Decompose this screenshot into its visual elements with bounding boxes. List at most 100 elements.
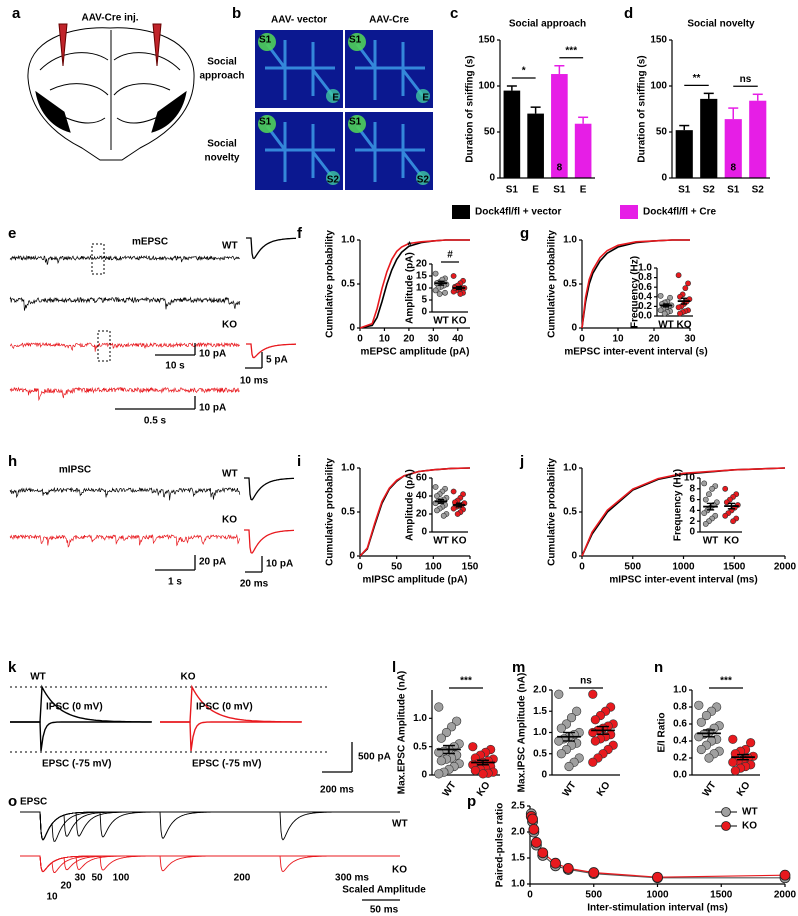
heatmap-tag: S2 bbox=[417, 175, 430, 186]
x-tick-label: 2000 bbox=[774, 890, 797, 901]
y-axis-label: Amplitude (pA) bbox=[405, 252, 416, 324]
brain-detail bbox=[59, 30, 163, 150]
data-point bbox=[436, 733, 446, 743]
y-tick-label: 0.4 bbox=[638, 291, 652, 302]
data-point bbox=[590, 736, 600, 746]
x-tick-label: 1000 bbox=[672, 562, 695, 573]
bar bbox=[724, 119, 742, 178]
x-tick-label: KO bbox=[735, 780, 753, 799]
x-tick-label: KO bbox=[452, 316, 467, 327]
average-trace bbox=[244, 529, 294, 554]
bar bbox=[700, 98, 718, 178]
data-point bbox=[728, 734, 738, 744]
data-point bbox=[709, 485, 715, 492]
panel-label: i bbox=[297, 453, 301, 470]
scale-label: 20 pA bbox=[199, 557, 226, 568]
heatmap-track bbox=[265, 40, 335, 100]
scale-label: 10 ms bbox=[240, 376, 269, 387]
x-tick-label: 150 bbox=[462, 562, 479, 573]
x-tick-label: 500 bbox=[624, 562, 641, 573]
scale-label: 1 s bbox=[168, 577, 182, 588]
y-tick-label: 0.5 bbox=[563, 279, 577, 290]
data-point bbox=[657, 307, 664, 314]
legend-swatch bbox=[620, 205, 638, 219]
x-tick-label: WT bbox=[561, 780, 579, 799]
x-tick-label: 10 bbox=[379, 334, 391, 345]
x-axis-label: mEPSC inter-event interval (s) bbox=[564, 347, 707, 358]
y-axis-label: Amplitude (pA) bbox=[405, 469, 416, 541]
n-label: 11 bbox=[679, 163, 690, 174]
x-axis-label: mIPSC amplitude (pA) bbox=[362, 575, 467, 586]
x-tick-label: 500 bbox=[585, 890, 602, 901]
data-point bbox=[572, 706, 582, 716]
data-point bbox=[675, 304, 682, 311]
bar bbox=[749, 100, 767, 178]
significance-label: # bbox=[447, 250, 453, 261]
y-tick-label: 0.5 bbox=[563, 507, 577, 518]
x-tick-label: KO bbox=[724, 536, 739, 547]
data-point bbox=[436, 291, 443, 297]
y-axis-label: Cumulative probability bbox=[325, 458, 336, 566]
y-axis-label: Cumulative probability bbox=[547, 458, 558, 566]
trace bbox=[9, 486, 241, 501]
x-tick-label: KO bbox=[452, 536, 467, 547]
heatmap-hotspot bbox=[258, 33, 276, 51]
y-tick-label: 20 bbox=[416, 259, 428, 270]
x-tick-label: KO bbox=[475, 780, 493, 799]
panel-label: f bbox=[297, 225, 303, 242]
x-tick-label: 10 bbox=[612, 334, 624, 345]
data-point bbox=[701, 510, 708, 516]
x-tick-label: 40 bbox=[452, 334, 464, 345]
data-point bbox=[434, 493, 440, 499]
scale-label: 50 ms bbox=[370, 905, 399, 916]
significance-label: *** bbox=[720, 676, 732, 687]
data-point bbox=[442, 289, 448, 296]
chart-title: Social approach bbox=[509, 19, 586, 30]
x-tick-label: KO bbox=[595, 780, 613, 799]
brain-schematic bbox=[27, 23, 195, 161]
data-point bbox=[723, 499, 730, 506]
panel-label: j bbox=[519, 453, 524, 470]
x-tick-label: WT bbox=[658, 320, 674, 331]
y-tick-label: 150 bbox=[478, 35, 495, 46]
y-tick-label: 20 bbox=[416, 509, 428, 520]
heatmap-tag: E bbox=[332, 93, 339, 104]
data-point bbox=[746, 738, 756, 748]
panel-label: g bbox=[520, 225, 529, 242]
y-tick-label: 0.2 bbox=[673, 753, 687, 764]
x-tick-label: 0 bbox=[357, 562, 363, 573]
heatmap-hotspot bbox=[326, 171, 340, 185]
significance-label: *** bbox=[460, 676, 472, 687]
y-tick-label: 150 bbox=[650, 35, 667, 46]
data-point bbox=[667, 294, 673, 301]
ppr-trace bbox=[20, 811, 400, 841]
data-point bbox=[450, 488, 457, 495]
y-axis-label: Paired-pulse ratio bbox=[495, 803, 506, 887]
x-tick-label: S1 bbox=[506, 185, 519, 196]
y-tick-label: 0 bbox=[489, 173, 495, 184]
n-label: 8 bbox=[730, 163, 736, 174]
heatmap-track bbox=[355, 122, 425, 182]
y-tick-label: 0.0 bbox=[673, 770, 687, 781]
trace bbox=[9, 386, 240, 402]
x-tick-label: E bbox=[532, 185, 539, 196]
legend-label: KO bbox=[742, 821, 757, 832]
data-point bbox=[432, 270, 439, 277]
trace-label: EPSC (-75 mV) bbox=[42, 759, 111, 770]
x-tick-label: S2 bbox=[752, 185, 765, 196]
data-point bbox=[562, 863, 574, 874]
y-tick-label: 0 bbox=[421, 770, 427, 781]
interval-label: 20 bbox=[60, 881, 72, 892]
data-point bbox=[701, 480, 708, 487]
data-point bbox=[682, 285, 689, 292]
x-tick-label: S1 bbox=[678, 185, 691, 196]
heatmap-hotspot bbox=[416, 89, 430, 103]
y-tick-label: 15 bbox=[416, 271, 428, 282]
panel-label: d bbox=[624, 5, 633, 22]
y-axis-label: Frequency (Hz) bbox=[673, 469, 684, 541]
n-label: 11 bbox=[507, 163, 518, 174]
brain-outline bbox=[27, 27, 195, 161]
x-tick-label: E bbox=[580, 185, 587, 196]
data-point bbox=[528, 824, 540, 835]
